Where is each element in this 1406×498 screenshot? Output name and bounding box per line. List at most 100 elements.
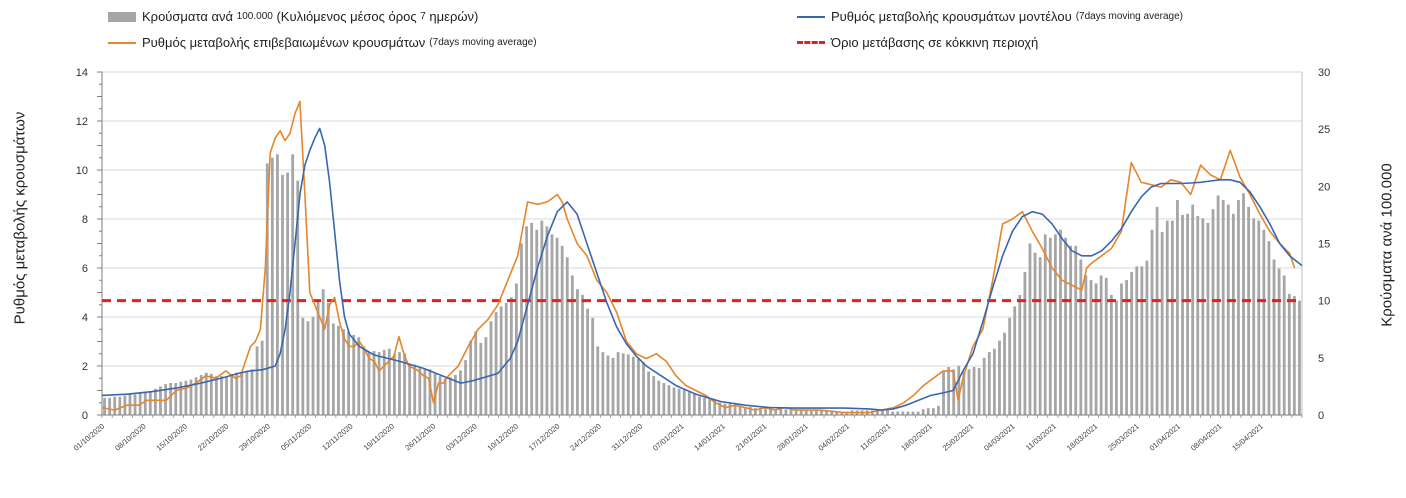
bar — [1023, 272, 1027, 415]
bar — [774, 409, 778, 415]
bar — [337, 325, 340, 415]
x-tick-label: 17/12/2020 — [527, 422, 562, 453]
bar — [204, 372, 208, 415]
x-tick-label: 03/12/2020 — [444, 422, 479, 453]
x-tick-label: 22/10/2020 — [196, 422, 231, 453]
bar — [230, 374, 234, 415]
bar — [1226, 204, 1230, 415]
bar — [291, 154, 295, 415]
bar — [1211, 209, 1215, 415]
bar — [733, 404, 737, 415]
bar — [1287, 293, 1291, 415]
bar — [1089, 280, 1093, 415]
bar — [240, 371, 244, 415]
bar — [286, 172, 289, 415]
bar — [759, 408, 762, 415]
legend-confirmed-small: (7days moving average) — [429, 37, 537, 48]
x-tick-label: 01/04/2021 — [1148, 422, 1183, 453]
x-tick-label: 19/11/2020 — [362, 422, 396, 453]
bar — [1160, 232, 1164, 415]
bar — [1125, 280, 1128, 415]
bar — [1053, 234, 1057, 415]
bar — [1155, 206, 1159, 415]
bar — [108, 397, 112, 415]
bar — [1013, 306, 1017, 415]
bar — [606, 355, 610, 415]
bar — [367, 352, 371, 415]
x-tick-label: 12/11/2020 — [320, 422, 354, 453]
bar — [184, 380, 188, 415]
bar — [382, 349, 386, 415]
bar — [377, 352, 381, 415]
x-tick-label: 25/03/2021 — [1106, 422, 1141, 453]
bar — [972, 366, 976, 415]
bar — [1277, 268, 1281, 415]
bar — [148, 390, 152, 415]
y-tick-label-right: 30 — [1318, 67, 1330, 79]
bar — [743, 406, 747, 415]
bar — [408, 363, 412, 415]
bar — [504, 302, 508, 415]
y-axis-right-label: Κρούσματα ανά 100.000 — [1378, 163, 1396, 327]
y-tick-label-left: 4 — [82, 312, 88, 324]
bar — [1109, 294, 1113, 415]
bar — [769, 409, 773, 415]
bar — [118, 396, 122, 415]
bar — [1008, 317, 1012, 415]
legend-confirmed-label: Ρυθμός μεταβολής επιβεβαιωμένων κρουσμάτ… — [142, 35, 426, 50]
x-tick-label: 14/01/2021 — [692, 422, 727, 453]
bar — [1292, 296, 1296, 415]
bar — [692, 393, 696, 415]
bar — [728, 403, 732, 415]
bar — [530, 222, 534, 415]
bar — [235, 372, 239, 415]
bar — [906, 411, 910, 415]
bar — [723, 403, 727, 415]
legend-model-small: (7days moving average) — [1075, 11, 1183, 22]
legend-model-label: Ρυθμός μεταβολής κρουσμάτων μοντέλου — [831, 9, 1072, 24]
bar — [169, 382, 173, 415]
bar — [815, 410, 818, 415]
x-tick-label: 24/12/2020 — [568, 422, 603, 453]
bar — [398, 352, 401, 415]
legend-bars-swatch — [108, 11, 136, 22]
bar — [215, 376, 218, 415]
y-tick-label-left: 14 — [76, 67, 88, 79]
bar — [153, 388, 157, 415]
bar — [1150, 229, 1154, 415]
x-tick-label: 04/02/2021 — [817, 422, 852, 453]
bar — [1221, 200, 1225, 415]
bar — [698, 396, 701, 415]
bar — [174, 382, 178, 415]
bar — [565, 257, 569, 415]
x-tick-label: 07/01/2021 — [651, 422, 686, 453]
x-tick-label: 08/10/2020 — [113, 422, 148, 453]
bar — [662, 382, 666, 415]
bar — [1237, 200, 1240, 415]
bar — [1252, 218, 1256, 415]
bar — [499, 306, 503, 415]
bar — [143, 392, 147, 415]
bar — [1069, 245, 1073, 415]
bar — [1104, 277, 1108, 415]
bar — [1120, 283, 1123, 415]
bar — [321, 289, 325, 415]
bar — [748, 406, 752, 415]
bar — [469, 340, 473, 415]
bar — [245, 370, 249, 415]
bar — [392, 354, 396, 415]
bar — [255, 346, 259, 415]
x-tick-label: 11/03/2021 — [1024, 422, 1058, 453]
x-tick-label: 31/12/2020 — [610, 422, 645, 453]
legend-confirmed: Ρυθμός μεταβολής επιβεβαιωμένων κρουσμάτ… — [108, 35, 537, 50]
bar — [581, 294, 584, 415]
y-tick-label-right: 5 — [1318, 353, 1324, 365]
bar — [540, 220, 544, 415]
bar — [1003, 332, 1006, 415]
bar — [1084, 275, 1088, 415]
bar — [921, 409, 925, 415]
x-tick-label: 25/02/2021 — [941, 422, 976, 453]
bar — [1176, 200, 1179, 415]
bar — [931, 408, 935, 415]
y-tick-label-left: 10 — [76, 165, 88, 177]
